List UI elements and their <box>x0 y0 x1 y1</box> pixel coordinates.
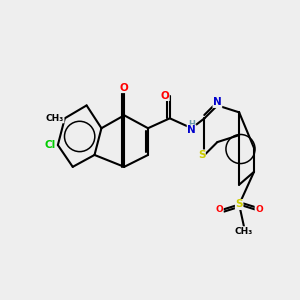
Text: H: H <box>188 120 195 129</box>
Text: N: N <box>187 125 196 135</box>
Text: O: O <box>215 205 223 214</box>
Text: S: S <box>236 200 243 209</box>
Text: CH₃: CH₃ <box>235 227 253 236</box>
Text: Cl: Cl <box>44 140 56 150</box>
Text: O: O <box>120 82 129 93</box>
Text: N: N <box>213 98 222 107</box>
Text: O: O <box>160 91 169 100</box>
Text: S: S <box>198 150 205 160</box>
Text: CH₃: CH₃ <box>46 114 64 123</box>
Text: O: O <box>255 205 263 214</box>
